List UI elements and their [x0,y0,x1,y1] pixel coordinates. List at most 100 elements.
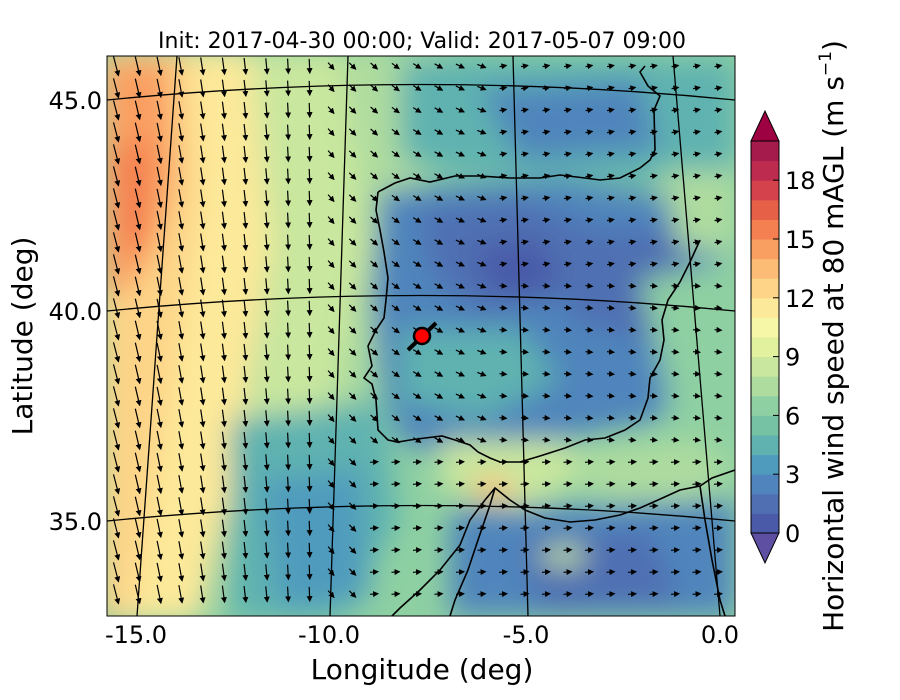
wind-vector [542,195,551,202]
wind-vector [112,408,121,429]
wind-vector [628,85,637,92]
wind-vector [285,586,292,603]
wind-vector [134,56,142,77]
wind-vector [263,586,270,603]
wind-vector [649,85,658,92]
wind-vector [455,107,466,113]
wind-vector [242,343,249,361]
wind-vector [455,151,466,157]
wind-vector [348,480,357,488]
wind-vector [455,327,466,333]
wind-vector [714,392,723,399]
wind-vector [542,304,551,311]
wind-vector [499,195,508,202]
wind-vector [542,261,551,268]
wind-vector [563,217,572,224]
wind-vector [585,304,594,311]
wind-vector [156,210,163,231]
wind-vector [714,436,723,443]
wind-vector [220,189,227,208]
wind-vector [563,261,572,268]
wind-vector [369,481,379,488]
wind-vector [412,283,422,289]
wind-vector [692,173,701,180]
wind-vector [348,436,357,444]
wind-vector [242,167,249,185]
wind-vector [112,166,121,187]
wind-vector [242,475,249,493]
wind-vector [498,525,508,532]
wind-vector [606,173,615,180]
wind-vector [563,503,573,510]
wind-vector [563,591,573,598]
wind-vector [199,497,206,516]
colorbar: 0 3 6 9 12 15 18 Horizontal wind speed at 80 m… [750,40,850,632]
wind-vector [306,344,313,361]
wind-vector [671,173,680,180]
colorbar-tick-label: 18 [785,167,816,195]
wind-vector [348,546,357,554]
wind-vector [327,392,335,401]
wind-vector [542,151,551,158]
wind-vector [220,57,227,76]
wind-vector [199,123,206,142]
colorbar-ticks: 0 3 6 9 12 15 18 [773,167,816,548]
wind-vector [242,431,249,449]
colorbar-over-triangle [750,109,780,142]
wind-vector [477,107,487,113]
wind-vector [628,414,637,421]
wind-vector [627,503,637,510]
wind-vector [178,475,185,494]
wind-vector [649,348,658,355]
wind-vector [220,409,227,428]
wind-vector [692,436,701,443]
wind-vector [178,211,185,230]
wind-vector [692,503,702,510]
wind-vector [348,260,357,268]
wind-vector [178,343,185,362]
wind-vector [542,173,551,180]
wind-vector [242,453,249,471]
wind-vector [220,299,227,318]
wind-vector [263,432,270,449]
wind-vector [178,123,185,142]
wind-vector [563,459,573,466]
wind-vector [112,78,121,99]
wind-vector [327,260,335,269]
wind-vector [714,348,723,355]
wind-vector [520,569,530,576]
wind-vector [628,217,637,224]
wind-vector [542,348,551,355]
wind-vector [156,166,163,187]
wind-vector [606,436,615,443]
wind-vector [412,173,422,179]
wind-vector [692,195,701,202]
wind-vector [649,436,658,443]
wind-vector [369,547,379,554]
wind-vector [370,128,379,136]
wind-vector [327,590,335,599]
wind-vector [285,366,292,383]
graticule-lon-5 [512,56,529,616]
wind-vector [199,431,206,450]
wind-vector [434,459,444,466]
wind-vector [606,569,616,576]
wind-vector [348,414,357,422]
wind-vector [606,503,616,510]
wind-vector [585,173,594,180]
wind-vector [412,129,422,135]
wind-vector [585,282,594,289]
site-marker-dot [412,326,432,346]
wind-vector [606,195,615,202]
wind-vector [242,387,249,405]
wind-vector [455,415,466,421]
wind-vector [455,63,466,69]
wind-vector [627,547,637,554]
wind-vector [434,63,444,69]
wind-vector [520,63,529,70]
wind-vector [649,107,658,114]
wind-vector [412,107,422,113]
colorbar-tick-label: 6 [785,402,800,430]
wind-vector [455,459,465,466]
wind-vector [606,481,616,488]
